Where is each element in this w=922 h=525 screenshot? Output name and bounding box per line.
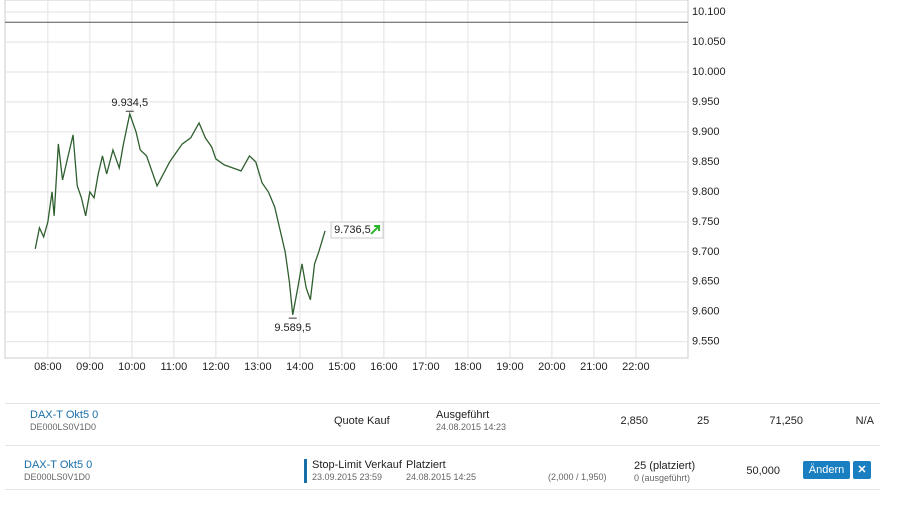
order-executed: 0 (ausgeführt) [634, 473, 691, 483]
order-price: 2,850 [620, 415, 648, 427]
separator [5, 445, 880, 446]
order-status-date: 24.08.2015 14:25 [406, 472, 477, 482]
y-tick-label: 10.000 [692, 66, 726, 78]
cancel-button[interactable]: ✕ [853, 461, 871, 479]
status-bar [304, 459, 307, 483]
x-tick-label: 09:00 [76, 361, 104, 373]
y-tick-label: 9.750 [692, 216, 720, 228]
x-tick-label: 19:00 [496, 361, 524, 373]
y-tick-label: 9.900 [692, 126, 720, 138]
order-quantity: 25 (platziert) [634, 460, 696, 472]
extreme-label: 9.589,5 [274, 322, 311, 334]
x-tick-label: 11:00 [161, 361, 188, 373]
order-name[interactable]: DAX-T Okt5 0 [24, 459, 93, 471]
y-tick-label: 10.100 [692, 6, 726, 18]
y-tick-label: 9.550 [692, 336, 720, 348]
order-limits: (2,000 / 1,950) [548, 472, 607, 482]
order-isin: DE000LS0V1D0 [24, 472, 91, 482]
x-tick-label: 18:00 [454, 361, 482, 373]
y-tick-label: 9.950 [692, 96, 720, 108]
y-tick-label: 9.800 [692, 186, 720, 198]
separator [5, 403, 880, 404]
x-tick-label: 12:00 [202, 361, 230, 373]
order-status-date: 24.08.2015 14:23 [436, 422, 507, 432]
order-type: Stop-Limit Verkauf [312, 459, 402, 471]
y-tick-label: 9.700 [692, 246, 720, 258]
separator [5, 489, 880, 490]
x-tick-label: 21:00 [580, 361, 608, 373]
y-tick-label: 9.650 [692, 276, 720, 288]
plot-area [4, 0, 689, 359]
x-tick-label: 10:00 [118, 361, 146, 373]
order-type: Quote Kauf [334, 415, 390, 427]
last-price-arrow [370, 224, 381, 235]
price-line [34, 111, 326, 315]
order-name[interactable]: DAX-T Okt5 0 [30, 409, 99, 421]
x-tick-label: 22:00 [622, 361, 650, 373]
last-price-box [330, 221, 384, 239]
order-quantity: 25 [697, 415, 710, 427]
y-tick-label: 9.850 [692, 156, 720, 168]
last-price-label: 9.736,5 [334, 224, 371, 236]
order-total: 50,000 [746, 465, 780, 477]
order-total: 71,250 [769, 415, 803, 427]
x-tick-label: 13:00 [244, 361, 272, 373]
y-tick-label: 9.600 [692, 306, 720, 318]
edit-button[interactable]: Ändern [803, 461, 850, 479]
x-tick-label: 17:00 [412, 361, 440, 373]
order-type-date: 23.09.2015 23:59 [312, 472, 383, 482]
extreme-label: 9.934,5 [111, 97, 148, 109]
order-isin: DE000LS0V1D0 [30, 422, 97, 432]
x-tick-label: 08:00 [34, 361, 62, 373]
x-tick-label: 14:00 [286, 361, 314, 373]
chart: 9.550 9.600 9.650 9.700 9.750 9.800 9.850 9.900… [4, 0, 726, 373]
y-tick-label: 10.050 [692, 36, 726, 48]
x-tick-label: 15:00 [328, 361, 356, 373]
x-tick-label: 20:00 [538, 361, 566, 373]
order-status: Ausgeführt [436, 409, 490, 421]
order-extra: N/A [855, 415, 874, 427]
order-status: Platziert [406, 459, 446, 471]
x-tick-label: 16:00 [370, 361, 398, 373]
